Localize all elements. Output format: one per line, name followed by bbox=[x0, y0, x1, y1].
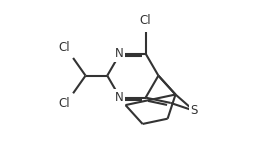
Text: Cl: Cl bbox=[58, 97, 70, 110]
Text: Cl: Cl bbox=[140, 14, 151, 27]
Text: S: S bbox=[190, 104, 198, 117]
Text: Cl: Cl bbox=[58, 41, 70, 54]
Text: N: N bbox=[115, 47, 124, 60]
Text: N: N bbox=[115, 91, 124, 104]
